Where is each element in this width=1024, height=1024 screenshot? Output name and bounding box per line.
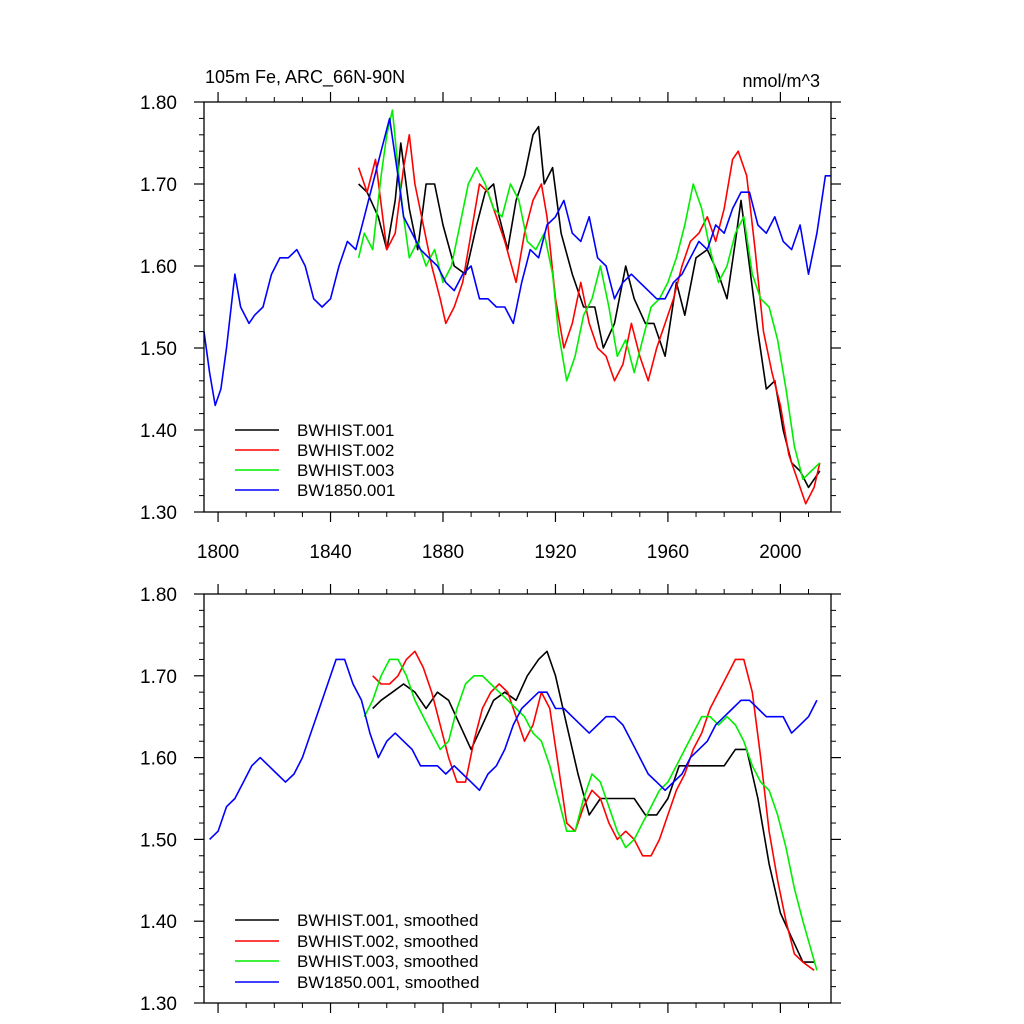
legend-label: BWHIST.002, smoothed: [297, 932, 478, 951]
series-line-bwhist-001-smoothed: [372, 650, 815, 963]
y-tick-label: 1.30: [140, 503, 177, 524]
y-tick-label: 1.70: [140, 175, 177, 196]
bottom-plot-frame: [203, 593, 832, 1004]
legend-label: BWHIST.001: [297, 421, 394, 440]
legend-label: BW1850.001: [297, 481, 395, 500]
legend-label: BWHIST.003: [297, 461, 394, 480]
y-tick-label: 1.30: [140, 994, 177, 1015]
bottom-axis-ticks: 1.30 1.40 1.50 1.60 1.70 1.80: [140, 584, 841, 1015]
bottom-series-layer: [209, 650, 818, 971]
legend-label: BWHIST.002: [297, 441, 394, 460]
y-tick-label: 1.60: [140, 257, 177, 278]
legend-entry: BWHIST.001, smoothed: [235, 911, 478, 930]
legend-entry: BW1850.001, smoothed: [235, 973, 479, 992]
legend-entry: BWHIST.003: [235, 461, 394, 480]
y-tick-label: 1.80: [140, 585, 177, 606]
series-line-bwhist-001: [358, 125, 821, 489]
units-label: nmol/m^3: [743, 71, 820, 91]
series-line-bwhist-003: [357, 109, 821, 481]
legend-label: BW1850.001, smoothed: [297, 973, 479, 992]
legend-entry: BWHIST.001: [235, 421, 394, 440]
top-panel: 105m Fe, ARC_66N-90N nmol/m^3 1800 1840 18…: [140, 67, 841, 563]
series-line-bwhist-002: [357, 134, 821, 505]
top-axis-ticks: 1800 1840 1880 1920 1960 2000 1.30 1.40 1.50 1.60…: [140, 92, 841, 563]
legend-entry: BWHIST.003, smoothed: [235, 952, 478, 971]
chart-title: 105m Fe, ARC_66N-90N: [205, 67, 405, 88]
x-tick-label: 1920: [534, 542, 576, 563]
legend-label: BWHIST.001, smoothed: [297, 911, 478, 930]
y-tick-label: 1.50: [140, 339, 177, 360]
legend-label: BWHIST.003, smoothed: [297, 952, 478, 971]
top-legend: BWHIST.001 BWHIST.002 BWHIST.003 BW1850.…: [235, 421, 395, 500]
series-line-bwhist-002-smoothed: [372, 650, 815, 971]
series-line-bw1850-001-smoothed: [209, 658, 818, 840]
x-tick-label: 1880: [422, 542, 464, 563]
legend-entry: BWHIST.002, smoothed: [235, 932, 478, 951]
bottom-panel: 1.30 1.40 1.50 1.60 1.70 1.80 BWHIST.001, smo…: [140, 584, 841, 1015]
series-line-bw1850-001: [203, 117, 831, 407]
y-tick-label: 1.40: [140, 421, 177, 442]
y-tick-label: 1.40: [140, 912, 177, 933]
x-tick-label: 1960: [647, 542, 689, 563]
y-tick-label: 1.50: [140, 830, 177, 851]
series-line-bwhist-003-smoothed: [363, 658, 818, 971]
legend-entry: BWHIST.002: [235, 441, 394, 460]
x-tick-label: 1840: [309, 542, 351, 563]
y-tick-label: 1.80: [140, 93, 177, 114]
top-plot-frame: [203, 101, 832, 513]
x-tick-label: 2000: [759, 542, 801, 563]
y-tick-label: 1.70: [140, 667, 177, 688]
x-tick-label: 1800: [197, 542, 239, 563]
legend-entry: BW1850.001: [235, 481, 395, 500]
top-series-layer: [203, 109, 831, 505]
bottom-legend: BWHIST.001, smoothed BWHIST.002, smoothe…: [235, 911, 479, 992]
y-tick-label: 1.60: [140, 749, 177, 770]
